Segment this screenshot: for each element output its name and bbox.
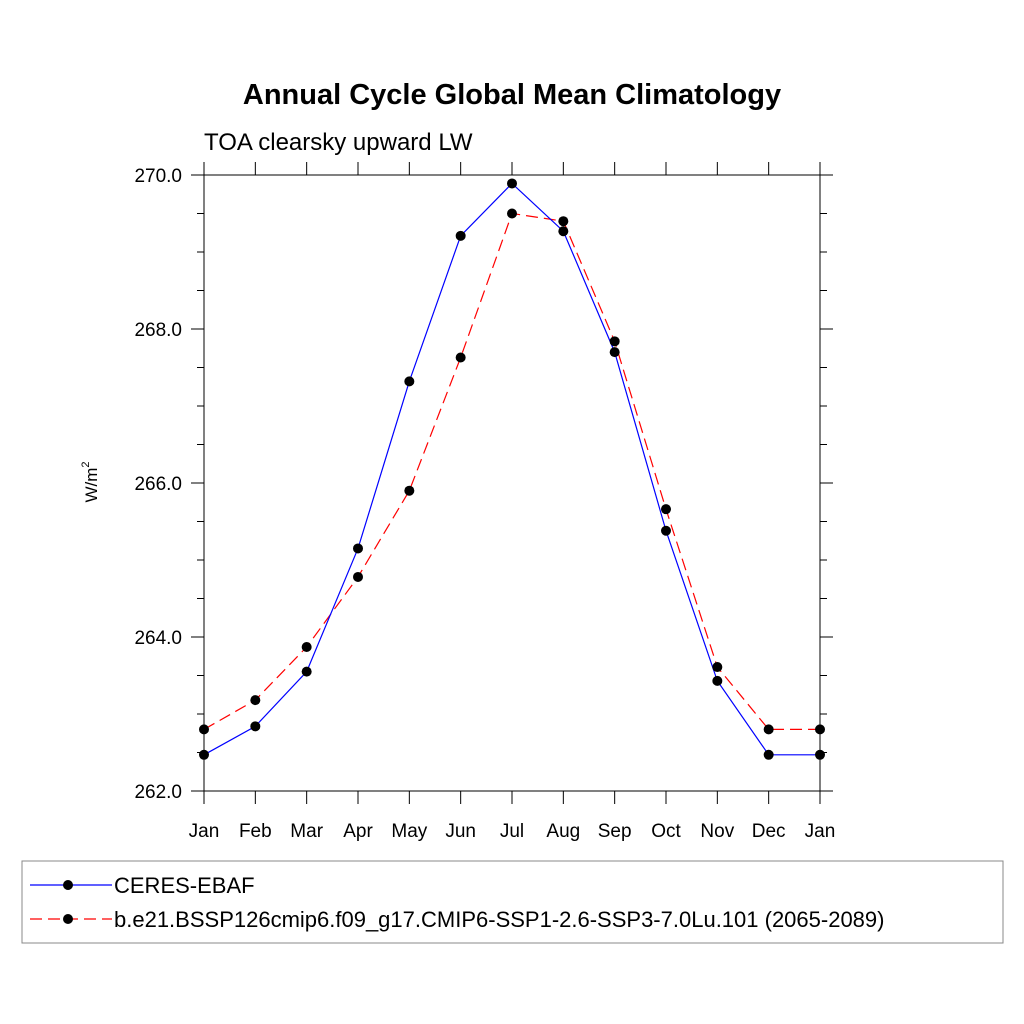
- x-tick-label: Feb: [239, 821, 272, 842]
- data-point: [507, 178, 517, 189]
- x-tick-label: Aug: [546, 821, 580, 842]
- x-tick-label: Nov: [700, 821, 734, 842]
- x-tick-label: Jan: [805, 821, 836, 842]
- series-line: [203, 212, 820, 731]
- x-tick-label: Oct: [651, 821, 681, 842]
- data-point: [301, 642, 312, 653]
- data-point: [404, 376, 415, 387]
- data-point: [301, 666, 312, 677]
- series-layer: [199, 178, 825, 760]
- legend: CERES-EBAF b.e21.BSSP126cmip6.f09_g17.CMI…: [30, 873, 884, 932]
- legend-marker: [63, 880, 73, 890]
- chart-subtitle: TOA clearsky upward LW: [204, 129, 473, 156]
- data-point: [763, 749, 774, 760]
- legend-box: [21, 860, 1004, 944]
- x-tick-label: Dec: [752, 821, 786, 842]
- data-point: [199, 749, 209, 760]
- y-axis-label-superscript: 2: [80, 461, 92, 467]
- x-tick-label: May: [391, 821, 427, 842]
- legend-marker: [63, 914, 73, 924]
- data-point: [455, 352, 466, 363]
- data-point: [507, 208, 517, 219]
- plot-frame: [203, 174, 821, 792]
- y-axis-label: W/m2: [80, 461, 101, 502]
- data-point: [661, 525, 671, 536]
- y-tick-label: 268.0: [134, 320, 182, 341]
- data-point: [250, 721, 261, 732]
- data-point: [199, 724, 209, 735]
- data-point: [609, 347, 620, 358]
- y-tick-label: 266.0: [134, 474, 182, 495]
- data-point: [558, 216, 569, 227]
- x-tick-label: Sep: [598, 821, 632, 842]
- data-point: [815, 749, 825, 760]
- y-axis-label-text: W/m: [82, 468, 101, 503]
- y-tick-label: 262.0: [134, 782, 182, 803]
- x-tick-label: Jan: [189, 821, 220, 842]
- data-point: [712, 675, 723, 686]
- data-point: [763, 724, 774, 735]
- data-point: [404, 485, 415, 496]
- data-point: [455, 230, 466, 241]
- y-tick-label: 270.0: [134, 166, 182, 187]
- legend-label: CERES-EBAF: [114, 873, 255, 898]
- y-tick-label: 264.0: [134, 628, 182, 649]
- x-tick-label: Jul: [500, 821, 524, 842]
- data-point: [353, 571, 363, 582]
- series-line: [203, 182, 820, 756]
- x-tick-label: Mar: [290, 821, 323, 842]
- x-tick-label: Jun: [445, 821, 476, 842]
- chart-title: Annual Cycle Global Mean Climatology: [243, 79, 781, 111]
- data-point: [558, 226, 569, 237]
- x-tick-label: Apr: [343, 821, 373, 842]
- data-point: [815, 724, 825, 735]
- legend-label: b.e21.BSSP126cmip6.f09_g17.CMIP6-SSP1-2.…: [114, 907, 884, 932]
- data-point: [353, 543, 363, 554]
- axis-ticks: Jan Feb Mar Apr May Jun Jul Aug Sep Oct Nov Dec Jan 2…: [134, 162, 835, 842]
- data-point: [250, 695, 261, 706]
- data-point: [661, 504, 671, 515]
- data-point: [712, 662, 723, 673]
- data-point: [609, 336, 620, 347]
